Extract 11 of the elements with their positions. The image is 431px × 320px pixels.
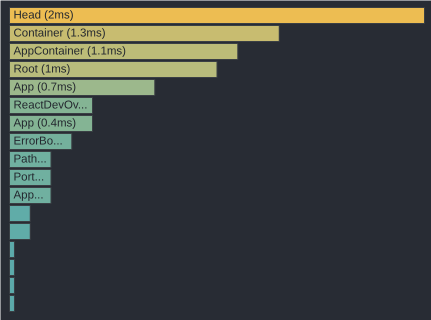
y-tick-label: Root (1ms) <box>14 64 71 76</box>
y-tick-label: ReactDevOv... <box>14 100 88 112</box>
y-tick-label: Port... <box>14 172 44 184</box>
y-tick-label: Path... <box>14 154 47 166</box>
y-tick-label: App (0.7ms) <box>14 82 76 94</box>
y-tick-label: Head (2ms) <box>14 10 74 22</box>
y-tick-label: App (0.4ms) <box>14 118 76 130</box>
y-tick-label: App... <box>14 190 44 202</box>
y-tick-label: ErrorBo... <box>14 136 63 148</box>
y-tick-label: Container (1.3ms) <box>14 28 106 40</box>
y-tick-label: AppContainer (1.1ms) <box>14 46 126 58</box>
